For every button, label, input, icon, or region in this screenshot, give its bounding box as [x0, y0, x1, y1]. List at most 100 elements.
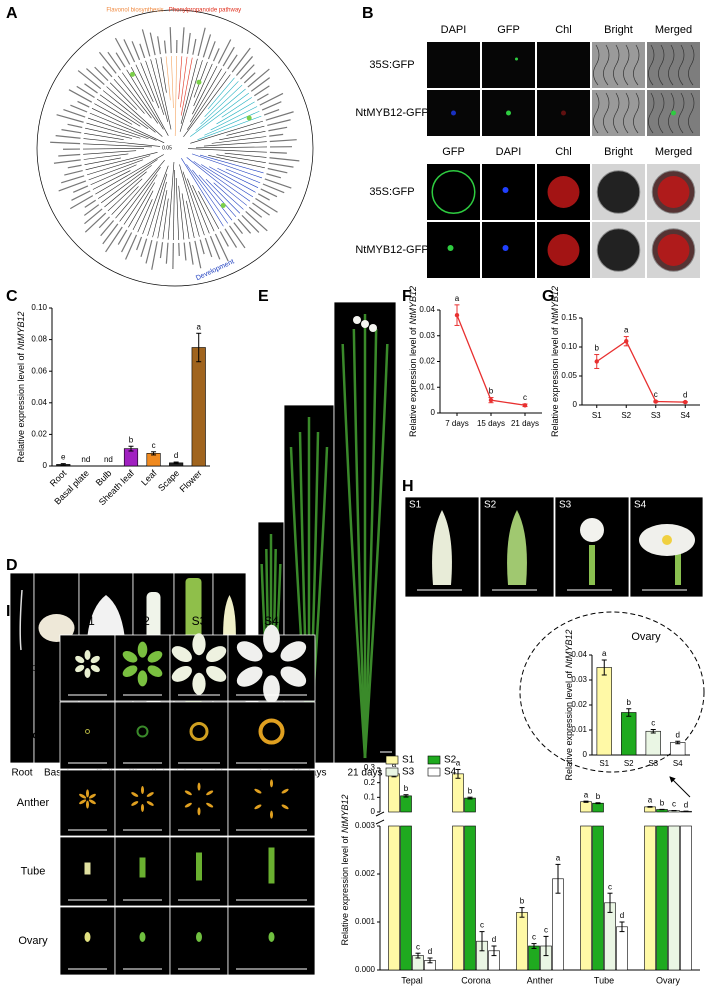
tree-leaf-label: [123, 39, 136, 63]
organ: [90, 655, 100, 664]
organ: [146, 792, 154, 797]
tree-leaf-label: [83, 204, 100, 216]
tree-leaf-label: [259, 92, 284, 106]
tree-branch: [111, 186, 139, 215]
micrograph: [482, 42, 535, 88]
tree-leaf-label: [73, 185, 89, 193]
organ: [75, 664, 85, 673]
tree-leaf-label: [212, 48, 220, 62]
organ: [141, 803, 144, 812]
organ-label: Ovary: [18, 935, 48, 947]
significance-label: c: [416, 942, 420, 951]
tree-branch: [216, 154, 266, 163]
organ: [197, 807, 201, 816]
y-axis-label-text: Relative expression level of: [16, 352, 26, 462]
tree-leaf-label: [71, 190, 91, 201]
legend-label: S2: [444, 755, 457, 766]
tree-leaf-label: [204, 237, 213, 258]
bar: [592, 825, 604, 971]
tree-leaf-label: [233, 222, 243, 234]
organ: [280, 641, 307, 662]
signal: [547, 234, 580, 266]
tree-leaf-label: [252, 202, 270, 216]
tree-branch: [102, 90, 156, 133]
y-axis-label: Relative expression level of NtMYB12: [564, 629, 574, 780]
tree-leaf-label: [64, 169, 83, 176]
organ: [236, 641, 263, 662]
tree-leaf-label: [58, 153, 81, 157]
y-axis-label-gene: NtMYB12: [408, 286, 418, 325]
y-tick-label: 0.01: [571, 725, 587, 734]
tree-leaf-label: [84, 208, 103, 225]
micrograph: [482, 222, 535, 278]
stage-label: S1: [409, 500, 422, 511]
tree-marker: [130, 71, 135, 77]
y-tick-label: 0.08: [31, 335, 47, 344]
tree-leaf-label: [192, 38, 197, 55]
tree-branch: [207, 77, 235, 110]
significance-label: a: [556, 854, 561, 863]
tree-leaf-label: [67, 164, 82, 169]
tree-branch: [140, 62, 160, 109]
tree-branch: [201, 164, 254, 198]
photo: [59, 701, 116, 770]
micrograph: [592, 90, 645, 136]
micrograph: [647, 42, 700, 88]
bar: [592, 802, 604, 813]
stem: [589, 545, 595, 585]
organ: [254, 788, 262, 794]
tree-branch: [213, 182, 244, 210]
tree-branch: [90, 164, 137, 186]
cell-outline: [688, 44, 695, 86]
significance-label: c: [651, 719, 655, 728]
stage-header: S4: [264, 614, 279, 628]
column-header: Chl: [555, 24, 572, 36]
x-tick-label: Leaf: [139, 468, 159, 488]
tree-branch: [83, 153, 129, 160]
tree-branch: [88, 159, 144, 181]
y-tick-label: 0.2: [364, 778, 376, 787]
cell-outline: [658, 44, 665, 86]
significance-label: a: [602, 649, 607, 658]
organ: [196, 932, 202, 942]
tree-branch: [94, 103, 133, 125]
tree-branch: [187, 178, 210, 234]
tree-leaf-label: [199, 239, 205, 255]
panel-letter: I: [6, 603, 10, 620]
tree-leaf-label: [141, 29, 151, 57]
tree-branch: [147, 173, 168, 236]
bar: [464, 797, 476, 813]
organ: [139, 857, 146, 878]
tree-leaf-label: [107, 51, 122, 71]
y-tick-label: 0.03: [419, 331, 435, 340]
x-tick-label: Tube: [594, 975, 614, 985]
tree-branch: [190, 120, 264, 144]
column-header: Merged: [655, 24, 692, 36]
tree-leaf-label: [163, 40, 167, 54]
bar: [645, 730, 661, 756]
stage-label: S4: [634, 500, 647, 511]
signal: [671, 110, 676, 116]
organ: [139, 932, 146, 942]
bar: [464, 825, 476, 971]
significance-label: a: [456, 759, 461, 768]
tree-leaf-label: [98, 216, 110, 229]
tree-leaf-label: [217, 39, 232, 64]
tree-leaf-label: [70, 104, 88, 113]
signal: [502, 187, 509, 193]
bar: [644, 825, 656, 971]
tree-marker: [246, 115, 252, 121]
y-tick-label: 0: [431, 408, 436, 417]
tree-branch: [192, 184, 215, 232]
tree-leaf-label: [178, 242, 180, 256]
tree-leaf-label: [84, 83, 98, 94]
y-tick-label: 0.05: [561, 371, 577, 380]
tree-leaf-label: [247, 68, 270, 88]
organ: [84, 668, 91, 678]
significance-label: c: [654, 390, 658, 399]
organ: [79, 799, 87, 805]
tree-leaf-label: [61, 129, 82, 134]
tree-branch: [85, 127, 133, 139]
bar: [621, 712, 637, 756]
y-tick-label: 0.02: [31, 430, 47, 439]
